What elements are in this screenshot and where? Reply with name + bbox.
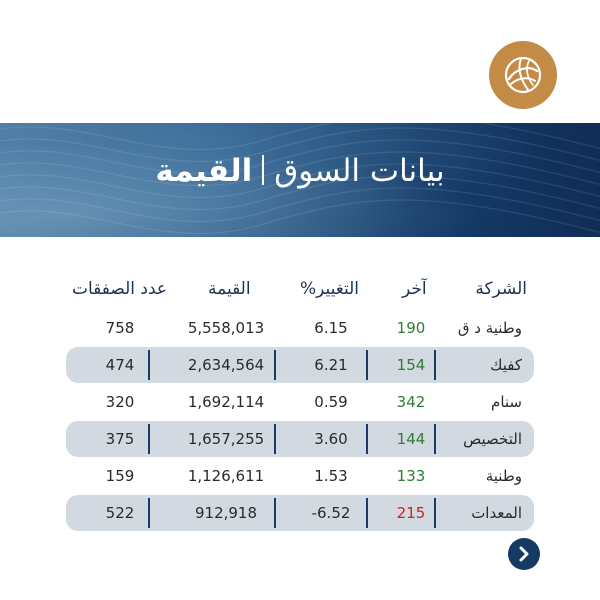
last-price: 154 [396,356,426,374]
last-price: 133 [396,467,426,485]
company-name: وطنية [485,467,522,485]
column-divider [274,424,276,454]
title-banner: بيانات السوق القيمة [0,123,600,237]
change-percent: 1.53 [314,467,348,485]
change-percent: 6.15 [314,319,348,337]
company-logo-icon [504,56,542,94]
column-divider [434,350,436,380]
banner-title-bold: القيمة [155,153,253,189]
header-company: الشركة [475,279,527,299]
header-change: %التغيير [300,279,360,299]
header-deals: عدد الصفقات [72,279,168,299]
column-divider [366,350,368,380]
table-row: وطنية د ق 190 6.15 5,558,013 758 [66,310,534,346]
change-percent: 6.21 [314,356,348,374]
deals-count: 159 [105,467,135,485]
trade-value: 2,634,564 [187,356,265,374]
column-divider [148,498,150,528]
change-percent: -6.52 [311,504,351,522]
header-last: آخر [402,279,427,299]
trade-value: 912,918 [194,504,258,522]
table-row: التخصيص 144 3.60 1,657,255 375 [66,421,534,457]
column-divider [366,424,368,454]
header-value: القيمة [208,279,251,299]
company-logo [489,41,557,109]
banner-wave-pattern [0,123,600,235]
column-divider [434,424,436,454]
deals-count: 474 [105,356,135,374]
company-name: المعدات [471,504,522,522]
company-name: وطنية د ق [457,319,522,337]
column-divider [434,498,436,528]
next-button[interactable] [508,538,540,570]
trade-value: 1,692,114 [187,393,265,411]
title-separator [262,155,265,185]
company-name: سنام [491,393,522,411]
company-name: التخصيص [463,430,522,448]
chevron-right-icon [519,546,529,562]
column-divider [148,424,150,454]
change-percent: 3.60 [314,430,348,448]
banner-title-regular: بيانات السوق [274,153,445,189]
trade-value: 1,657,255 [187,430,265,448]
last-price: 215 [396,504,426,522]
table-row: سنام 342 0.59 1,692,114 320 [66,384,534,420]
column-divider [274,498,276,528]
column-divider [274,350,276,380]
last-price: 144 [396,430,426,448]
change-percent: 0.59 [314,393,348,411]
trade-value: 5,558,013 [187,319,265,337]
table-row: كفيك 154 6.21 2,634,564 474 [66,347,534,383]
trade-value: 1,126,611 [187,467,265,485]
column-divider [148,350,150,380]
column-divider [366,498,368,528]
deals-count: 758 [105,319,135,337]
deals-count: 375 [105,430,135,448]
deals-count: 522 [105,504,135,522]
deals-count: 320 [105,393,135,411]
last-price: 190 [396,319,426,337]
table-row: المعدات 215 -6.52 912,918 522 [66,495,534,531]
banner-title: بيانات السوق القيمة [0,153,600,189]
table-row: وطنية 133 1.53 1,126,611 159 [66,458,534,494]
last-price: 342 [396,393,426,411]
company-name: كفيك [490,356,522,374]
